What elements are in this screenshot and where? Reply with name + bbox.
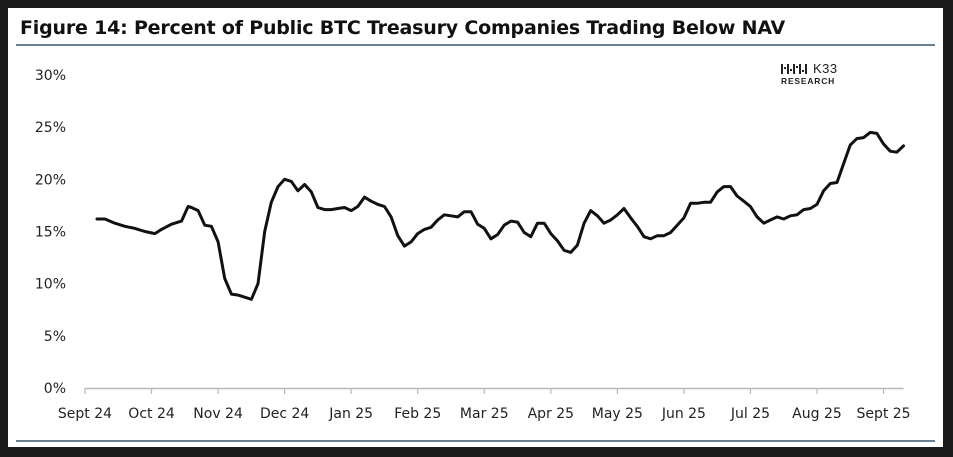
figure-title: Figure 14: Percent of Public BTC Treasur… — [20, 17, 786, 39]
logo-name: K33 — [813, 61, 838, 76]
x-tick-label: Jan 25 — [328, 406, 373, 422]
x-tick-label: Jun 25 — [661, 406, 706, 422]
y-tick-label: 25% — [35, 120, 66, 136]
x-tick-label: Jul 25 — [730, 406, 770, 422]
x-tick-label: May 25 — [592, 406, 643, 422]
y-tick-label: 20% — [35, 172, 66, 188]
k33-logo-mark-icon — [781, 64, 807, 74]
chart-panel: Figure 14: Percent of Public BTC Treasur… — [8, 8, 943, 447]
x-tick-label: Aug 25 — [792, 406, 842, 422]
bottom-divider — [16, 440, 935, 442]
x-tick-label: Sept 25 — [856, 406, 910, 422]
x-tick-label: Dec 24 — [260, 406, 309, 422]
y-tick-label: 0% — [44, 381, 66, 397]
x-tick-label: Feb 25 — [394, 406, 441, 422]
x-tick-label: Nov 24 — [193, 406, 243, 422]
y-tick-label: 10% — [35, 277, 66, 293]
y-tick-label: 30% — [35, 68, 66, 84]
logo-subtitle: RESEARCH — [781, 76, 836, 86]
series-line — [95, 130, 905, 301]
x-tick-label: Mar 25 — [460, 406, 509, 422]
k33-research-logo: K33 RESEARCH — [781, 61, 861, 92]
line-chart: 0% 5% 10% 15% 20% 25% 30% Sept 24 Oct 24 Nov 24 De… — [35, 68, 911, 422]
x-tick-label: Oct 24 — [128, 406, 175, 422]
y-tick-label: 15% — [35, 225, 66, 241]
x-tick-label: Apr 25 — [528, 406, 574, 422]
y-tick-label: 5% — [44, 329, 66, 345]
x-tick-label: Sept 24 — [58, 406, 112, 422]
title-divider — [16, 44, 935, 46]
